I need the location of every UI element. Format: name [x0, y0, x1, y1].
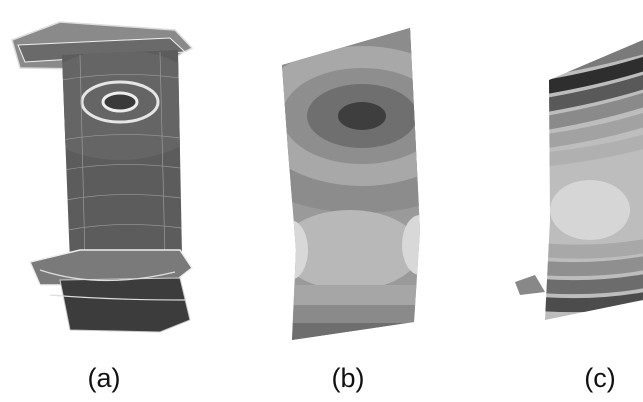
figure: (a) (b) (c) [0, 0, 643, 402]
panel-c-stub [515, 275, 545, 295]
panel-label: (c) [584, 363, 615, 393]
panel-b-image [212, 20, 512, 353]
panel-c-image [540, 30, 643, 330]
panel-a-image [12, 22, 210, 332]
panel-label: (a) [88, 363, 121, 393]
panel-label: (b) [332, 363, 365, 393]
